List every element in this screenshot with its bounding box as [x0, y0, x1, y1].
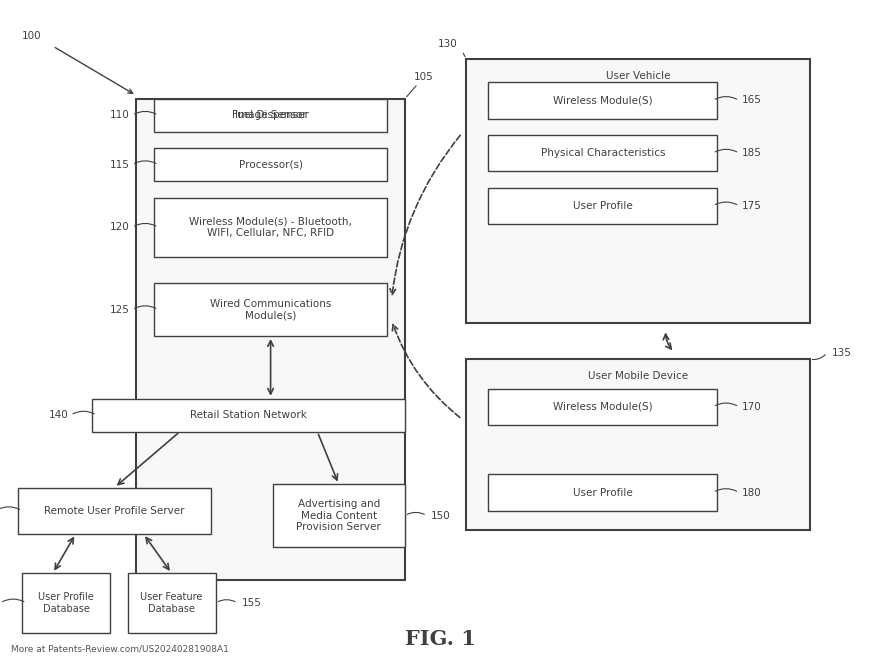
Text: Wireless Module(S): Wireless Module(S)	[553, 402, 653, 412]
Bar	[273, 484, 405, 547]
Text: 170: 170	[742, 402, 761, 412]
Bar	[92, 399, 405, 432]
Bar	[488, 389, 717, 425]
Text: 110: 110	[110, 110, 129, 121]
Text: 180: 180	[742, 488, 761, 498]
Bar	[22, 573, 110, 633]
Text: User Profile
Database: User Profile Database	[38, 592, 94, 614]
Text: Remote User Profile Server: Remote User Profile Server	[44, 505, 185, 516]
Bar	[154, 148, 387, 181]
Text: 185: 185	[741, 148, 761, 158]
Text: More at Patents-Review.com/US20240281908A1: More at Patents-Review.com/US20240281908…	[11, 645, 229, 654]
Text: 125: 125	[110, 304, 130, 315]
Text: 100: 100	[22, 31, 41, 42]
Text: User Feature
Database: User Feature Database	[141, 592, 202, 614]
Text: Advertising and
Media Content
Provision Server: Advertising and Media Content Provision …	[297, 499, 381, 532]
Text: 105: 105	[414, 72, 433, 82]
Bar	[136, 99, 405, 580]
Bar	[488, 82, 717, 119]
Text: 135: 135	[832, 347, 852, 358]
Text: User Profile: User Profile	[573, 201, 633, 211]
Bar	[18, 488, 211, 534]
Text: User Mobile Device: User Mobile Device	[588, 370, 688, 381]
Bar	[488, 188, 717, 224]
Text: Wired Communications
Module(s): Wired Communications Module(s)	[210, 299, 331, 320]
Text: Retail Station Network: Retail Station Network	[190, 410, 307, 420]
Text: User Vehicle: User Vehicle	[605, 71, 671, 81]
Text: 115: 115	[110, 159, 130, 170]
Bar	[154, 283, 387, 336]
Text: 150: 150	[431, 511, 451, 521]
Text: User Profile: User Profile	[573, 488, 633, 498]
Text: 140: 140	[48, 410, 68, 420]
Text: 120: 120	[110, 222, 129, 233]
Text: Fuel Dispenser: Fuel Dispenser	[232, 110, 309, 121]
Text: FIG. 1: FIG. 1	[405, 629, 475, 649]
Text: 155: 155	[242, 598, 262, 608]
Text: 165: 165	[741, 96, 761, 105]
Text: 130: 130	[438, 40, 458, 49]
Text: Wireless Module(S): Wireless Module(S)	[553, 96, 653, 105]
Text: Physical Characteristics: Physical Characteristics	[540, 148, 665, 158]
Text: Image Sensor: Image Sensor	[235, 110, 306, 121]
Bar	[154, 99, 387, 132]
Text: Wireless Module(s) - Bluetooth,
WIFI, Cellular, NFC, RFID: Wireless Module(s) - Bluetooth, WIFI, Ce…	[189, 217, 352, 238]
Bar	[466, 59, 810, 323]
Bar	[154, 198, 387, 257]
Bar	[128, 573, 216, 633]
Text: Processor(s): Processor(s)	[238, 159, 303, 170]
Bar	[466, 359, 810, 530]
Bar	[488, 474, 717, 511]
Bar	[488, 135, 717, 171]
Text: 175: 175	[741, 201, 761, 211]
